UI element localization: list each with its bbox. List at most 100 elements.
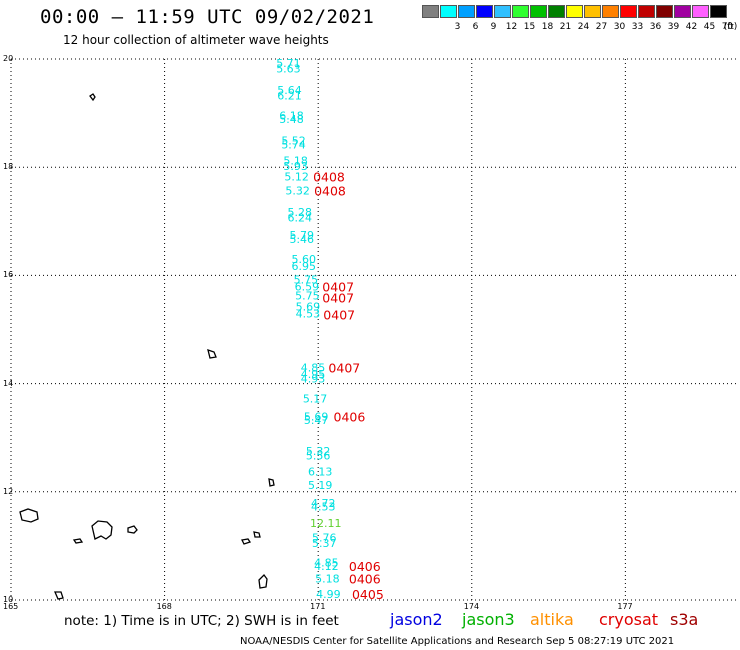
scale-label: 70 [721,22,734,32]
scale-label: 45 [703,22,716,32]
swh-value-label: 5.69 [296,301,321,314]
lat-tick-label: 10 [3,595,14,604]
scale-label: 39 [667,22,680,32]
scale-label: 3 [454,22,461,32]
land-masses [19,93,275,600]
pass-time-label: 0407 [323,308,355,323]
mission-label-cryosat: cryosat [599,610,659,629]
scale-swatch [584,5,601,18]
island-outline [127,525,138,534]
scale-label: 30 [613,22,626,32]
island-outline [72,538,84,544]
swh-value-label: 5.63 [276,63,301,76]
lat-lon-grid [10,58,738,601]
mission-label-altika: altika [530,610,574,629]
swh-value-label: 4.85 [301,362,326,375]
scale-swatch [656,5,673,18]
scale-swatch [674,5,691,18]
mission-label-jason3: jason3 [462,610,515,629]
swh-value-label: 5.75 [294,274,319,287]
swh-value-label: 4.12 [314,560,339,573]
pass-time-label: 0408 [313,170,345,185]
lon-tick-label: 174 [463,602,480,611]
lon-tick-label: 177 [617,602,633,611]
pass-time-label: 0405 [352,587,384,602]
island-outline [19,508,39,523]
swh-value-label: 5.47 [304,414,329,427]
swh-value-label: 6.21 [277,90,302,103]
scale-unit: (ft) [723,22,738,32]
scale-swatch [620,5,637,18]
lat-tick-label: 14 [3,378,14,388]
scale-swatch [710,5,727,18]
map-title: 00:00 – 11:59 UTC 09/02/2021 [40,6,375,28]
scale-swatch [440,5,457,18]
scale-swatch [548,5,565,18]
footer-note: note: 1) Time is in UTC; 2) SWH is in fe… [64,613,339,629]
scale-swatch [566,5,583,18]
swh-value-label: 5.71 [276,57,301,70]
scale-swatch [422,5,439,18]
lat-tick-label: 20 [3,54,14,63]
swh-value-label: 5.93 [283,160,308,173]
scale-swatch [638,5,655,18]
swh-value-label: 5.76 [312,532,337,545]
swh-value-label: 4.72 [311,497,336,510]
scale-label: 42 [685,22,698,32]
island-outline [89,93,96,102]
swh-value-label: 5.75 [295,290,320,303]
swh-value-label: 6.13 [308,466,333,479]
scale-swatch [530,5,547,18]
pass-time-label: 0407 [322,280,354,295]
lat-tick-label: 18 [3,162,14,172]
swh-value-label: 5.37 [312,537,337,550]
swh-value-label: 4.93 [301,373,326,386]
mission-label-jason2: jason2 [390,610,443,629]
swh-value-label: 5.69 [304,410,329,423]
pass-time-label: 0406 [349,559,381,574]
scale-label: 24 [577,22,590,32]
island-outline [253,531,261,538]
swh-value-label: 4.95 [301,368,326,381]
swh-value-label: 5.17 [303,393,328,406]
wave-height-observations: 5.715.635.646.216.185.485.525.745.185.93… [276,57,341,601]
scale-label: 21 [559,22,572,32]
swh-value-label: 5.46 [290,233,315,246]
pass-time-label: 0408 [314,183,346,198]
swh-value-label: 5.56 [306,449,331,462]
swh-value-label: 12.11 [310,517,342,530]
swh-value-label: 6.59 [295,281,320,294]
scale-label: 33 [631,22,644,32]
swh-value-label: 5.52 [281,134,306,147]
lon-tick-label: 165 [3,602,19,611]
swh-value-label: 5.19 [308,479,333,492]
scale-label: 15 [523,22,536,32]
island-outline [54,591,64,600]
pass-time-label: 0407 [322,290,354,305]
scale-swatch [512,5,529,18]
island-outline [91,520,113,540]
scale-label: 12 [505,22,518,32]
scale-swatch [476,5,493,18]
swh-value-label: 5.18 [283,154,308,167]
lon-tick-label: 168 [156,602,172,611]
swh-value-label: 4.53 [311,501,336,514]
scale-swatch [602,5,619,18]
scale-swatch [692,5,709,18]
swh-value-label: 4.53 [296,308,321,321]
credit-line: NOAA/NESDIS Center for Satellite Applica… [240,636,675,647]
swh-value-label: 5.18 [315,573,340,586]
lat-tick-label: 12 [3,486,14,496]
island-outline [207,349,217,359]
swh-value-label: 5.28 [287,206,312,219]
swh-value-label: 5.48 [279,113,304,126]
pass-time-label: 0407 [328,361,360,376]
island-outline [241,538,252,545]
swh-value-label: 5.12 [284,171,309,184]
swh-value-label: 5.32 [306,445,331,458]
swh-value-label: 4.99 [316,588,341,601]
pass-time-label: 0406 [349,572,381,587]
scale-swatch [494,5,511,18]
scale-label: 9 [490,22,497,32]
